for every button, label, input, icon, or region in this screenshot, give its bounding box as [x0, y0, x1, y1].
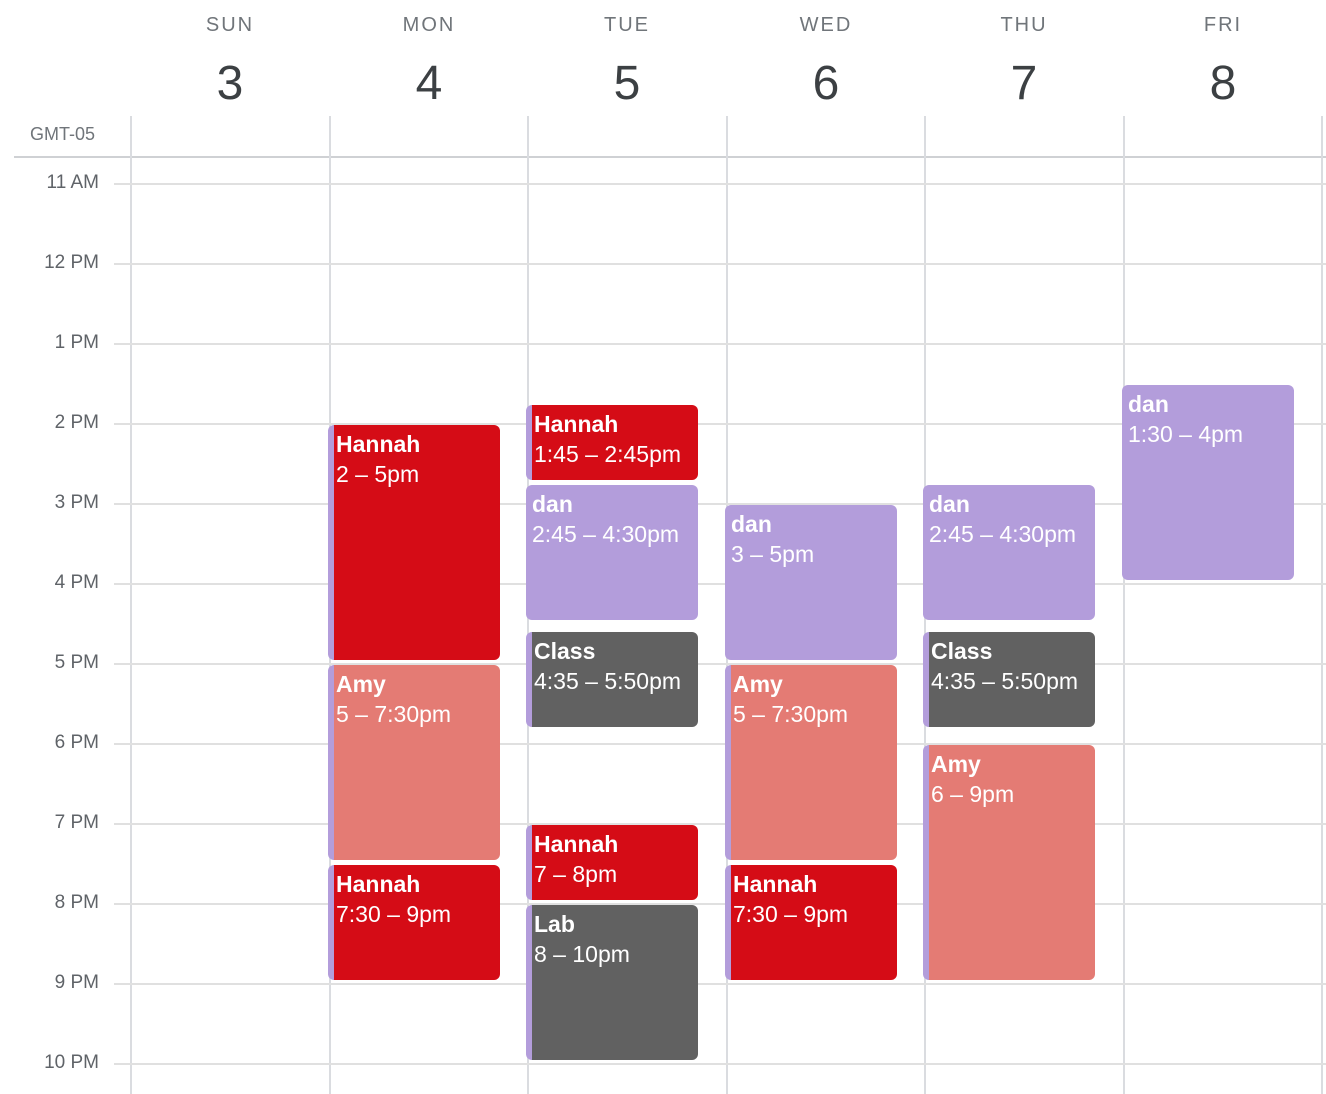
column-divider: [130, 116, 132, 1094]
event-title: Class: [534, 637, 596, 664]
event-title: Hannah: [336, 871, 421, 897]
day-date-number[interactable]: 7: [1010, 57, 1038, 110]
event-time: 6 – 9pm: [931, 781, 1015, 807]
event-title: Amy: [336, 671, 386, 697]
day-name: TUE: [604, 14, 650, 36]
event-title: dan: [1128, 391, 1169, 417]
event-time: 5 – 7:30pm: [733, 701, 849, 727]
event-hannah[interactable]: Hannah 7:30 – 9pm: [328, 865, 500, 980]
hour-gridline: [114, 743, 1326, 745]
hour-label: 10 PM: [44, 1052, 99, 1073]
hour-gridline: [114, 1063, 1326, 1065]
event-hannah[interactable]: Hannah 7:30 – 9pm: [725, 865, 897, 980]
event-amy[interactable]: Amy 5 – 7:30pm: [328, 665, 500, 860]
day-date-number[interactable]: 6: [812, 57, 840, 110]
hour-gridline: [114, 343, 1326, 345]
event-title: Hannah: [534, 411, 619, 437]
hour-gridline: [114, 983, 1326, 985]
day-header-tue[interactable]: TUE 5: [528, 0, 726, 130]
day-name: THU: [1000, 14, 1048, 36]
day-header-mon[interactable]: MON 4: [330, 0, 528, 130]
event-dan[interactable]: dan 3 – 5pm: [725, 505, 897, 660]
hour-label: 1 PM: [54, 332, 99, 353]
day-date-number[interactable]: 5: [613, 57, 641, 110]
day-name: MON: [402, 14, 456, 36]
event-hannah[interactable]: Hannah 7 – 8pm: [526, 825, 698, 900]
event-time: 3 – 5pm: [731, 541, 815, 567]
event-title: Amy: [931, 751, 981, 777]
column-divider: [1321, 116, 1323, 1094]
event-class[interactable]: Class 4:35 – 5:50pm: [526, 631, 698, 727]
hour-gridline: [114, 903, 1326, 905]
hour-label: 6 PM: [54, 732, 99, 753]
event-title: Hannah: [336, 431, 421, 457]
hour-label: 8 PM: [54, 892, 99, 913]
event-time: 7:30 – 9pm: [336, 901, 452, 927]
hour-label: 11 AM: [46, 172, 99, 193]
event-hannah[interactable]: Hannah 2 – 5pm: [328, 425, 500, 660]
hour-gridline: [114, 583, 1326, 585]
event-time: 2:45 – 4:30pm: [532, 521, 680, 547]
hour-gridline: [114, 503, 1326, 505]
event-amy[interactable]: Amy 6 – 9pm: [923, 745, 1095, 980]
day-header-wed[interactable]: WED 6: [727, 0, 925, 130]
event-title: Hannah: [534, 831, 619, 857]
hour-gridline: [114, 183, 1326, 185]
timezone-label: GMT-05: [30, 124, 96, 144]
event-dan[interactable]: dan 1:30 – 4pm: [1122, 385, 1294, 580]
event-title: dan: [731, 511, 772, 537]
hour-gridline: [114, 263, 1326, 265]
event-class[interactable]: Class 4:35 – 5:50pm: [923, 631, 1095, 727]
day-header-fri[interactable]: FRI 8: [1124, 0, 1322, 130]
event-title: Lab: [534, 911, 575, 937]
event-time: 7:30 – 9pm: [733, 901, 849, 927]
event-time: 2 – 5pm: [336, 461, 420, 487]
event-time: 7 – 8pm: [534, 861, 618, 887]
event-dan[interactable]: dan 2:45 – 4:30pm: [923, 485, 1095, 620]
day-name: SUN: [205, 14, 255, 36]
hour-gridline: [114, 663, 1326, 665]
hour-label: 3 PM: [54, 492, 99, 513]
hour-label: 7 PM: [54, 812, 99, 833]
event-time: 5 – 7:30pm: [336, 701, 452, 727]
event-lab[interactable]: Lab 8 – 10pm: [526, 905, 698, 1060]
hour-gridline: [114, 423, 1326, 425]
event-time: 4:35 – 5:50pm: [931, 667, 1079, 694]
event-time: 1:30 – 4pm: [1128, 421, 1244, 447]
event-title: Class: [931, 637, 993, 664]
day-name: FRI: [1203, 14, 1243, 36]
hour-label: 12 PM: [44, 252, 99, 273]
event-time: 4:35 – 5:50pm: [534, 667, 682, 694]
header-divider: [14, 156, 1326, 158]
hour-label: 5 PM: [54, 652, 99, 673]
event-title: dan: [532, 491, 573, 517]
day-date-number[interactable]: 3: [216, 57, 244, 110]
event-title: Amy: [733, 671, 783, 697]
event-hannah[interactable]: Hannah 1:45 – 2:45pm: [526, 405, 698, 480]
event-time: 8 – 10pm: [534, 941, 630, 967]
event-dan[interactable]: dan 2:45 – 4:30pm: [526, 485, 698, 620]
day-header-thu[interactable]: THU 7: [925, 0, 1123, 130]
hour-label: 4 PM: [54, 572, 99, 593]
hour-label: 2 PM: [54, 412, 99, 433]
day-name: WED: [799, 14, 853, 36]
day-header-sun[interactable]: SUN 3: [131, 0, 329, 130]
day-date-number[interactable]: 8: [1209, 57, 1237, 110]
event-time: 2:45 – 4:30pm: [929, 521, 1077, 547]
event-amy[interactable]: Amy 5 – 7:30pm: [725, 665, 897, 860]
column-divider: [1123, 116, 1125, 1094]
hour-label: 9 PM: [54, 972, 99, 993]
event-title: dan: [929, 491, 970, 517]
hour-gridline: [114, 823, 1326, 825]
event-title: Hannah: [733, 871, 818, 897]
day-date-number[interactable]: 4: [415, 57, 443, 110]
event-time: 1:45 – 2:45pm: [534, 441, 682, 467]
